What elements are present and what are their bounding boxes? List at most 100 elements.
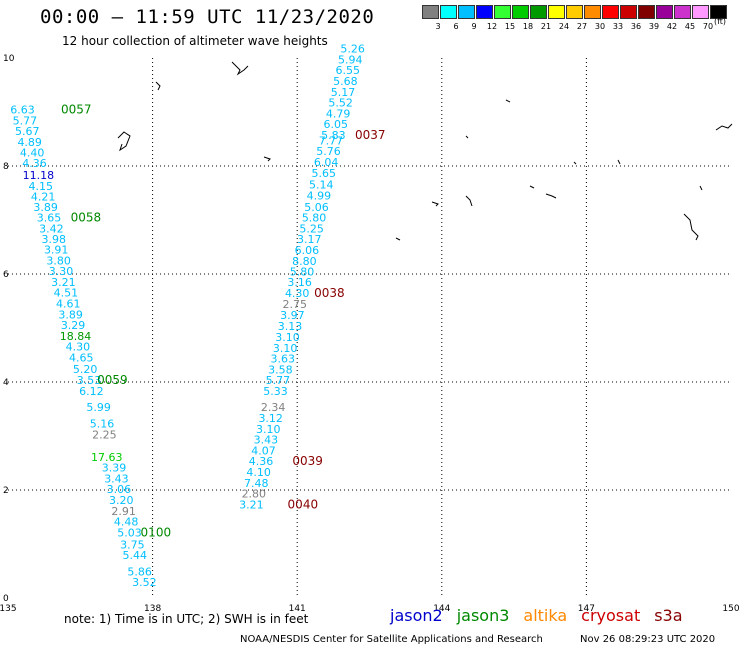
x-tick-label: 144 bbox=[433, 604, 450, 614]
legend-swatch bbox=[692, 5, 709, 19]
legend-bin-label: 39 bbox=[648, 22, 660, 31]
swh-value: 2.34 bbox=[261, 401, 286, 414]
swh-value: 5.86 bbox=[127, 565, 152, 578]
satellite-label: jason2 bbox=[390, 606, 443, 625]
swh-value: 6.04 bbox=[314, 156, 339, 169]
legend-bin-label: 27 bbox=[576, 22, 588, 31]
swh-value: 5.25 bbox=[299, 222, 324, 235]
legend-swatch bbox=[656, 5, 673, 19]
legend-bin-label: 3 bbox=[435, 22, 441, 31]
coastline bbox=[715, 123, 733, 131]
swh-value: 4.30 bbox=[285, 287, 310, 300]
swh-value: 5.03 bbox=[117, 526, 142, 539]
swh-value: 4.30 bbox=[66, 341, 91, 354]
legend-bin-label: 24 bbox=[558, 22, 570, 31]
swh-value: 3.29 bbox=[61, 319, 86, 332]
legend-swatch bbox=[602, 5, 619, 19]
y-tick-label: 2 bbox=[3, 486, 9, 496]
swh-value: 3.75 bbox=[120, 538, 145, 551]
coastline bbox=[263, 156, 271, 162]
legend-swatch bbox=[512, 5, 529, 19]
swh-value: 4.15 bbox=[29, 180, 54, 193]
coastline bbox=[545, 193, 557, 199]
swh-value: 5.17 bbox=[331, 86, 356, 99]
swh-value: 3.20 bbox=[109, 494, 134, 507]
swh-value: 4.65 bbox=[69, 351, 94, 364]
legend-swatch bbox=[638, 5, 655, 19]
swh-value: 3.91 bbox=[44, 243, 69, 256]
legend-bin-label: 30 bbox=[594, 22, 606, 31]
legend-swatch bbox=[710, 5, 727, 19]
swh-value: 5.76 bbox=[316, 145, 341, 158]
coastline bbox=[699, 185, 703, 191]
legend-swatch bbox=[530, 5, 547, 19]
swh-value: 5.65 bbox=[311, 167, 336, 180]
swh-value: 5.68 bbox=[333, 75, 358, 88]
swh-value: 4.10 bbox=[246, 466, 271, 479]
swh-value: 5.14 bbox=[309, 179, 334, 192]
swh-value: 6.06 bbox=[295, 244, 320, 257]
y-tick-label: 10 bbox=[3, 54, 15, 64]
swh-value: 11.18 bbox=[23, 169, 55, 182]
swh-value: 7.48 bbox=[244, 477, 269, 490]
swh-value: 4.40 bbox=[20, 146, 45, 159]
swh-value: 2.80 bbox=[242, 488, 267, 501]
y-tick-label: 4 bbox=[3, 378, 9, 388]
pass-time-label: 0039 bbox=[292, 454, 323, 468]
legend-bin-label: 9 bbox=[471, 22, 477, 31]
swh-value: 3.65 bbox=[37, 212, 62, 225]
x-tick-label: 138 bbox=[144, 604, 161, 614]
coastline bbox=[529, 185, 535, 189]
swh-value: 3.89 bbox=[33, 201, 58, 214]
legend-bin-label: 33 bbox=[612, 22, 624, 31]
coastline bbox=[617, 159, 621, 165]
coastline bbox=[505, 99, 511, 103]
swh-value: 4.07 bbox=[251, 444, 276, 457]
swh-value: 5.33 bbox=[263, 385, 288, 398]
swh-value: 7.77 bbox=[319, 134, 344, 147]
swh-value: 4.99 bbox=[307, 189, 332, 202]
swh-value: 5.20 bbox=[73, 363, 98, 376]
legend-bin-label: 15 bbox=[504, 22, 516, 31]
footer-credit: NOAA/NESDIS Center for Satellite Applica… bbox=[240, 634, 543, 645]
swh-value: 3.52 bbox=[132, 576, 157, 589]
swh-value: 3.39 bbox=[102, 462, 127, 475]
swh-value: 5.44 bbox=[123, 549, 148, 562]
pass-time-label: 0040 bbox=[288, 497, 319, 511]
x-tick-label: 135 bbox=[0, 604, 17, 614]
swh-value: 3.43 bbox=[254, 434, 279, 447]
swh-value: 18.84 bbox=[60, 330, 92, 343]
satellite-label: cryosat bbox=[581, 606, 641, 625]
swh-value: 3.53 bbox=[77, 374, 102, 387]
legend-swatch bbox=[566, 5, 583, 19]
swh-value: 2.75 bbox=[283, 298, 308, 311]
swh-value: 3.13 bbox=[278, 320, 303, 333]
swh-value: 4.79 bbox=[326, 107, 351, 120]
swh-value: 5.26 bbox=[340, 43, 365, 56]
swh-value: 5.52 bbox=[328, 97, 353, 110]
legend-bin-label: 12 bbox=[486, 22, 498, 31]
satellite-label: jason3 bbox=[456, 606, 510, 625]
swh-value: 4.51 bbox=[54, 287, 79, 300]
pass-time-label: 0058 bbox=[71, 211, 102, 225]
satellite-label: s3a bbox=[654, 606, 683, 625]
swh-value: 2.91 bbox=[111, 505, 136, 518]
coastline bbox=[117, 131, 131, 152]
legend-swatch bbox=[584, 5, 601, 19]
swh-value: 3.80 bbox=[46, 254, 71, 267]
legend-swatch bbox=[674, 5, 691, 19]
swh-value: 3.12 bbox=[258, 412, 283, 425]
coastline bbox=[683, 213, 699, 241]
y-tick-label: 0 bbox=[3, 594, 9, 604]
coastline bbox=[573, 161, 577, 165]
swh-value: 17.63 bbox=[91, 451, 123, 464]
swh-value: 3.17 bbox=[297, 233, 322, 246]
swh-value: 4.48 bbox=[114, 516, 139, 529]
legend-bin-label: 6 bbox=[453, 22, 459, 31]
swh-value: 3.43 bbox=[104, 472, 129, 485]
swh-value: 6.12 bbox=[79, 385, 104, 398]
swh-value: 6.55 bbox=[336, 64, 361, 77]
legend-bin-label: 21 bbox=[540, 22, 552, 31]
swh-value: 5.06 bbox=[304, 201, 329, 214]
